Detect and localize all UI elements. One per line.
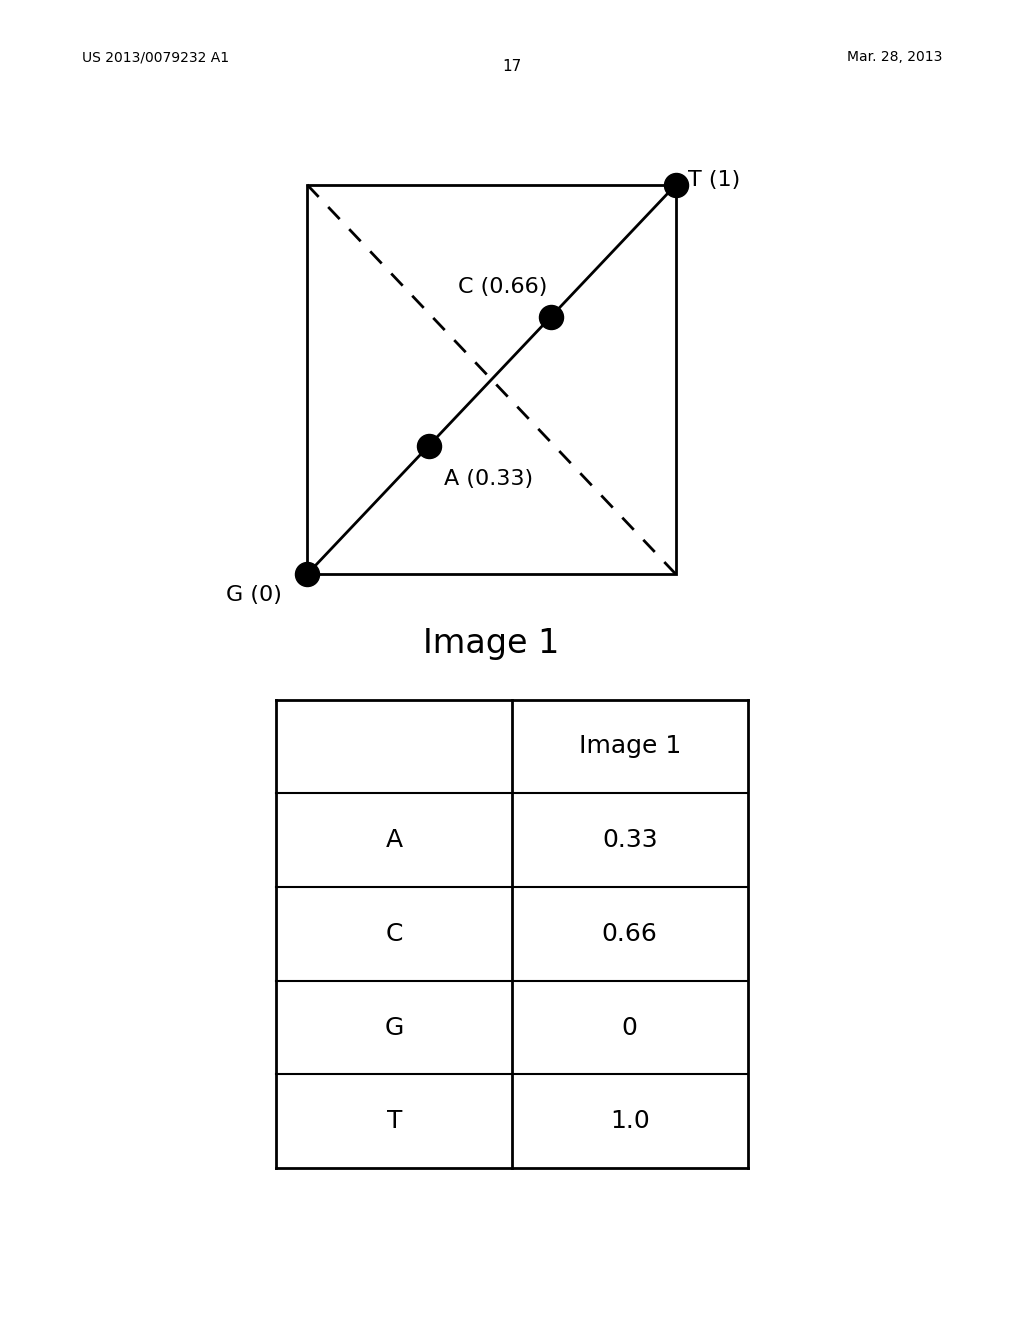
Text: 0.66: 0.66 [602, 921, 657, 946]
Text: 17: 17 [503, 59, 521, 74]
Text: T: T [386, 1109, 402, 1134]
Text: A: A [386, 828, 402, 853]
Point [668, 174, 684, 195]
Text: Mar. 28, 2013: Mar. 28, 2013 [847, 50, 942, 65]
Text: 1.0: 1.0 [610, 1109, 649, 1134]
Text: C (0.66): C (0.66) [459, 277, 548, 297]
Point [543, 306, 559, 327]
Point [421, 436, 437, 457]
Text: G (0): G (0) [225, 585, 282, 605]
Text: Image 1: Image 1 [423, 627, 560, 660]
Text: C: C [386, 921, 402, 946]
Text: 0.33: 0.33 [602, 828, 657, 853]
Text: G: G [385, 1015, 403, 1040]
Point [299, 564, 315, 585]
Text: Image 1: Image 1 [579, 734, 681, 759]
Text: A (0.33): A (0.33) [444, 470, 534, 490]
Text: T (1): T (1) [688, 169, 740, 190]
Text: US 2013/0079232 A1: US 2013/0079232 A1 [82, 50, 229, 65]
Text: 0: 0 [622, 1015, 638, 1040]
Bar [307, 185, 676, 574]
